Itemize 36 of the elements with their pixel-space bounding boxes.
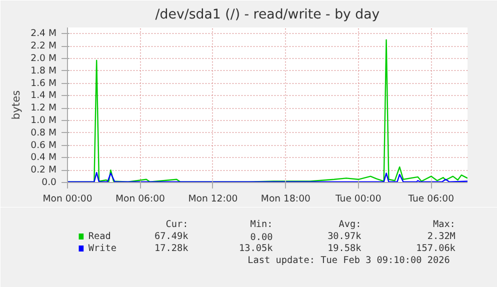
text: 2.32M	[427, 231, 456, 242]
y-tick-label: 1.0 M	[30, 115, 57, 126]
text: Last update: Tue Feb 3 09:10:00 2026	[248, 255, 450, 266]
chart-title: /dev/sda1 (/) - read/write - by day	[155, 8, 380, 22]
x-tick-label: Tue 06:00	[407, 194, 454, 204]
y-tick-label: 0.0	[42, 177, 57, 188]
y-tick-label: 1.2 M	[30, 102, 57, 114]
text: 67.49k	[154, 231, 189, 242]
text: 0.00	[250, 232, 274, 243]
legend-label: Write	[88, 243, 117, 254]
x-tick-label: Mon 06:00	[115, 194, 166, 204]
x-tick-label: Mon 00:00	[42, 194, 92, 204]
y-tick-label: 1.6 M	[30, 78, 57, 89]
y-tick-label: 2.4 M	[30, 28, 57, 40]
text: 30.97k	[328, 231, 362, 242]
x-tick-label: Mon 12:00	[188, 194, 238, 204]
y-tick-label: 0.2 M	[30, 164, 57, 176]
text: Avg:	[338, 219, 362, 230]
text: Min:	[250, 219, 273, 230]
text: Cur:	[166, 219, 188, 230]
text: 157.06k	[416, 243, 456, 254]
y-axis-title: bytes	[10, 90, 23, 120]
text: Max:	[432, 219, 456, 230]
y-tick-label: 0.4 M	[30, 152, 57, 164]
y-tick-label: 1.4 M	[30, 90, 57, 102]
text: 19.58k	[328, 243, 362, 254]
y-tick-label: 1.8 M	[30, 65, 57, 76]
text: 13.05k	[239, 243, 274, 254]
y-tick-label: 0.6 M	[30, 140, 57, 151]
x-tick-label: Tue 00:00	[334, 194, 382, 204]
text: 17.28k	[154, 243, 189, 254]
y-tick-label: 2.2 M	[30, 40, 57, 52]
legend-label: Read	[88, 231, 111, 242]
y-tick-label: 0.8 M	[30, 127, 57, 138]
x-tick-label: Mon 18:00	[260, 194, 311, 204]
y-tick-label: 2.0 M	[30, 53, 57, 64]
